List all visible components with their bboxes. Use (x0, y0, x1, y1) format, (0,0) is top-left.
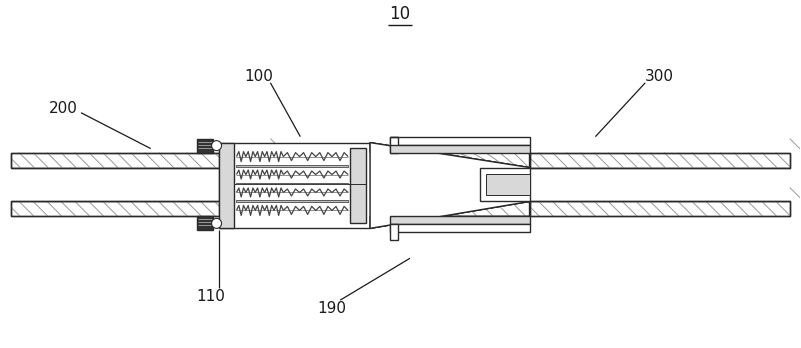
Bar (390, 137, 529, 145)
Bar (390, 216, 529, 224)
Bar (390, 137, 398, 152)
Bar (350, 148, 366, 223)
Text: 200: 200 (49, 101, 78, 116)
Bar (529, 201, 790, 216)
Text: 300: 300 (645, 69, 674, 84)
Bar (11, 167, 271, 201)
Bar (485, 174, 529, 196)
Bar (11, 201, 271, 216)
Bar (219, 143, 234, 228)
Bar (529, 167, 790, 201)
Bar (529, 152, 790, 167)
Text: 190: 190 (318, 301, 347, 316)
Bar (11, 152, 271, 167)
Bar (235, 182, 348, 184)
Bar (235, 165, 348, 167)
Bar (529, 152, 790, 167)
Polygon shape (370, 201, 529, 228)
Bar (390, 145, 529, 152)
Text: 100: 100 (244, 69, 273, 84)
Circle shape (211, 219, 222, 228)
Bar (196, 139, 212, 152)
Bar (235, 200, 348, 203)
Bar (390, 224, 398, 240)
Text: 10: 10 (389, 5, 411, 23)
Bar (390, 224, 529, 232)
Circle shape (211, 141, 222, 151)
Bar (11, 201, 271, 216)
Bar (219, 143, 370, 228)
Bar (196, 216, 212, 230)
Bar (529, 201, 790, 216)
Text: 110: 110 (196, 288, 225, 304)
Bar (480, 167, 529, 201)
Polygon shape (370, 143, 529, 167)
Polygon shape (370, 143, 529, 228)
Bar (11, 152, 271, 167)
